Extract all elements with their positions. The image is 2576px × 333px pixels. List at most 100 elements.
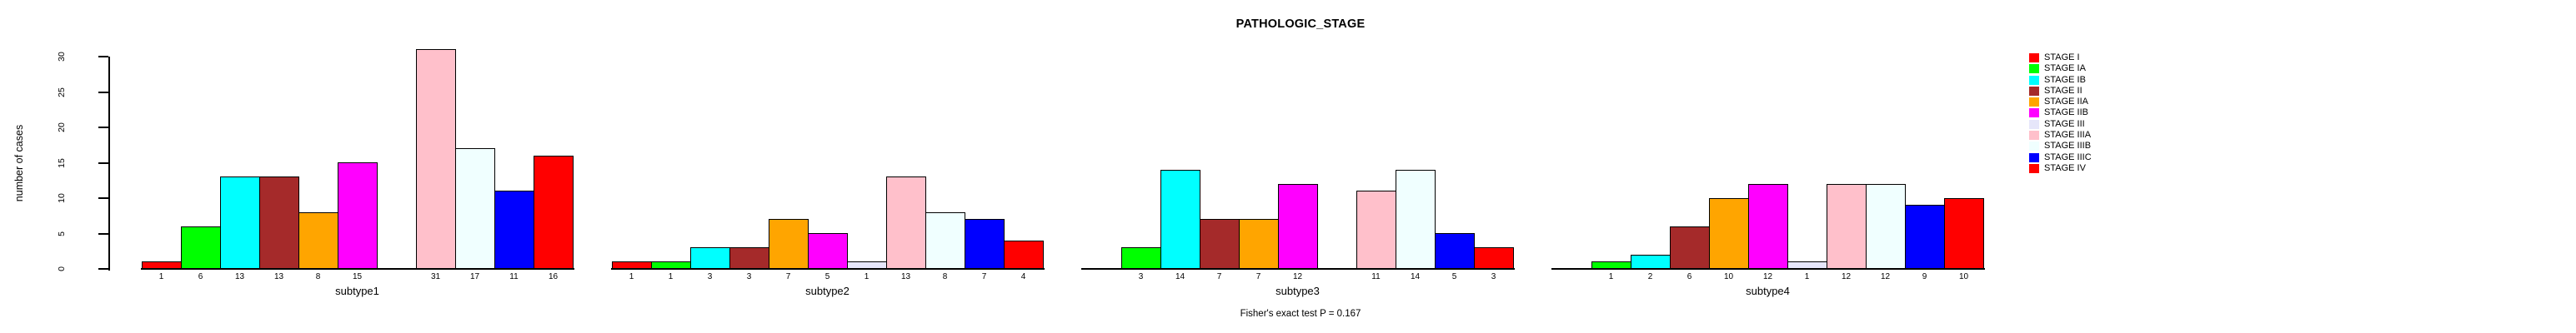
- bar-value-label: 14: [1175, 272, 1185, 281]
- bar: [455, 148, 495, 269]
- bar-value-label: 11: [509, 272, 519, 281]
- bar: [1396, 170, 1436, 269]
- legend-label: STAGE I: [2044, 52, 2080, 63]
- bar-value-label: 1: [158, 272, 164, 281]
- y-tick: [98, 127, 108, 128]
- bar-value-label: 13: [273, 272, 284, 281]
- legend-swatch: [2029, 108, 2039, 118]
- bar-value-label: 6: [198, 272, 203, 281]
- bar: [612, 261, 652, 269]
- bar: [1748, 184, 1788, 269]
- bar: [534, 156, 574, 269]
- bar: [690, 247, 730, 269]
- legend-item: STAGE IIIC: [2029, 152, 2092, 162]
- bar-value-label: 3: [1491, 272, 1496, 281]
- y-tick: [98, 56, 108, 57]
- bar-value-label: 7: [1216, 272, 1222, 281]
- bar: [729, 247, 769, 269]
- y-tick-label: 5: [56, 231, 67, 236]
- legend-swatch: [2029, 142, 2039, 152]
- legend-item: STAGE IV: [2029, 163, 2092, 174]
- bar: [1004, 241, 1044, 269]
- y-tick-label: 30: [56, 52, 67, 62]
- y-axis-line: [108, 57, 110, 271]
- legend-swatch: [2029, 75, 2039, 85]
- bar: [651, 261, 691, 269]
- bar: [338, 162, 378, 269]
- group-baseline: [611, 268, 1045, 270]
- bar: [1866, 184, 1906, 269]
- bar-value-label: 6: [1686, 272, 1692, 281]
- bar-value-label: 9: [1922, 272, 1927, 281]
- bar-value-label: 14: [1410, 272, 1421, 281]
- bar: [965, 219, 1005, 269]
- y-tick-label: 25: [56, 87, 67, 97]
- legend-swatch: [2029, 97, 2039, 107]
- bar: [1200, 219, 1240, 269]
- bar-value-label: 2: [1647, 272, 1653, 281]
- bar-value-label: 13: [900, 272, 911, 281]
- bar: [847, 261, 887, 269]
- bar-value-label: 10: [1958, 272, 1969, 281]
- bar-value-label: 3: [707, 272, 713, 281]
- bar-value-label: 5: [1451, 272, 1457, 281]
- bar-value-label: 7: [785, 272, 791, 281]
- bar-value-label: 1: [1608, 272, 1614, 281]
- legend-label: STAGE IIA: [2044, 97, 2088, 107]
- bar-value-label: 1: [668, 272, 674, 281]
- y-tick: [98, 91, 108, 93]
- legend-item: STAGE IIB: [2029, 107, 2092, 118]
- stats-annotation: Fisher's exact test P = 0.167: [1240, 309, 1361, 319]
- legend-label: STAGE IIB: [2044, 107, 2088, 118]
- legend-swatch: [2029, 130, 2039, 140]
- bar: [1356, 191, 1396, 269]
- bar: [1435, 233, 1475, 269]
- bar: [1239, 219, 1279, 269]
- bar: [1787, 261, 1827, 269]
- bar: [416, 49, 456, 269]
- bar: [1278, 184, 1318, 269]
- legend-label: STAGE III: [2044, 118, 2085, 129]
- bar-value-label: 8: [942, 272, 948, 281]
- legend-swatch: [2029, 163, 2039, 173]
- bar-value-label: 12: [1841, 272, 1852, 281]
- y-tick: [98, 197, 108, 199]
- group-baseline: [1081, 268, 1515, 270]
- legend-label: STAGE IV: [2044, 162, 2086, 173]
- bar: [886, 176, 926, 269]
- group-label: subtype4: [1746, 285, 1790, 297]
- legend-label: STAGE IIIA: [2044, 129, 2092, 140]
- legend-item: STAGE IIIA: [2029, 130, 2092, 141]
- legend-item: STAGE IIA: [2029, 97, 2092, 107]
- bar-value-label: 12: [1762, 272, 1773, 281]
- legend-swatch: [2029, 53, 2039, 63]
- legend-item: STAGE IA: [2029, 63, 2092, 74]
- group-label: subtype2: [805, 285, 849, 297]
- y-tick-label: 20: [56, 122, 67, 132]
- bar: [220, 176, 260, 269]
- legend-item: STAGE III: [2029, 119, 2092, 130]
- bar-value-label: 5: [824, 272, 830, 281]
- bar-value-label: 10: [1723, 272, 1734, 281]
- bar-value-label: 31: [430, 272, 441, 281]
- bar-value-label: 1: [629, 272, 634, 281]
- bar-value-label: 12: [1292, 272, 1303, 281]
- bar: [1631, 255, 1671, 269]
- group-label: subtype3: [1275, 285, 1320, 297]
- legend-label: STAGE IIIC: [2044, 152, 2092, 162]
- bar-value-label: 1: [864, 272, 870, 281]
- y-tick-label: 15: [56, 157, 67, 168]
- bar: [1160, 170, 1200, 269]
- legend-swatch: [2029, 152, 2039, 162]
- bar-value-label: 17: [469, 272, 480, 281]
- bar: [1474, 247, 1514, 269]
- bar: [1121, 247, 1161, 269]
- bar: [298, 212, 338, 269]
- bar: [1670, 226, 1710, 269]
- bar-value-label: 13: [234, 272, 245, 281]
- legend-label: STAGE II: [2044, 85, 2082, 96]
- bar-value-label: 4: [1020, 272, 1026, 281]
- bar: [142, 261, 182, 269]
